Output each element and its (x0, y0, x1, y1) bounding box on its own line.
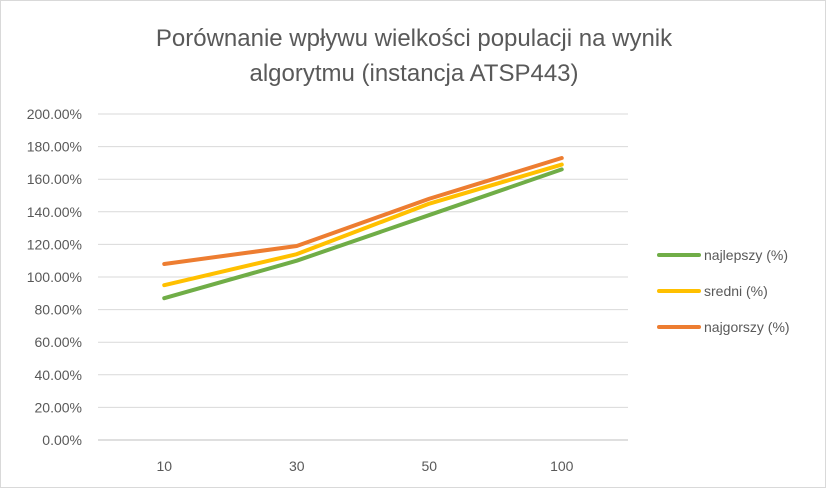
y-tick-label: 160.00% (27, 171, 82, 187)
y-tick-label: 80.00% (35, 302, 82, 318)
x-axis-ticks: 10 30 50 100 (156, 458, 573, 474)
y-axis-ticks: 0.00% 20.00% 40.00% 60.00% 80.00% 100.00% 120.… (27, 106, 82, 448)
y-tick-label: 200.00% (27, 106, 82, 122)
y-tick-label: 60.00% (35, 334, 82, 350)
y-tick-label: 0.00% (42, 432, 82, 448)
x-tick-label: 50 (421, 458, 437, 474)
chart-title: Porównanie wpływu wielkości populacji na… (156, 25, 673, 87)
x-tick-label: 30 (289, 458, 305, 474)
legend-label: najlepszy (%) (704, 247, 788, 263)
chart-title-line-1: Porównanie wpływu wielkości populacji na… (156, 25, 673, 52)
y-tick-label: 20.00% (35, 399, 82, 415)
legend: najlepszy (%) sredni (%) najgorszy (%) (657, 247, 790, 335)
y-tick-label: 40.00% (35, 367, 82, 383)
y-tick-label: 180.00% (27, 139, 82, 155)
y-tick-label: 100.00% (27, 269, 82, 285)
y-tick-label: 140.00% (27, 204, 82, 220)
series-line (162, 156, 564, 266)
series-line (162, 167, 564, 301)
series-line (162, 162, 564, 288)
gridlines (98, 113, 628, 441)
x-tick-label: 100 (550, 458, 574, 474)
y-tick-label: 120.00% (27, 236, 82, 252)
legend-label: najgorszy (%) (704, 319, 790, 335)
chart-title-line-2: algorytmu (instancja ATSP443) (249, 60, 578, 87)
series-lines (162, 156, 564, 301)
x-tick-label: 10 (156, 458, 172, 474)
legend-label: sredni (%) (704, 283, 768, 299)
